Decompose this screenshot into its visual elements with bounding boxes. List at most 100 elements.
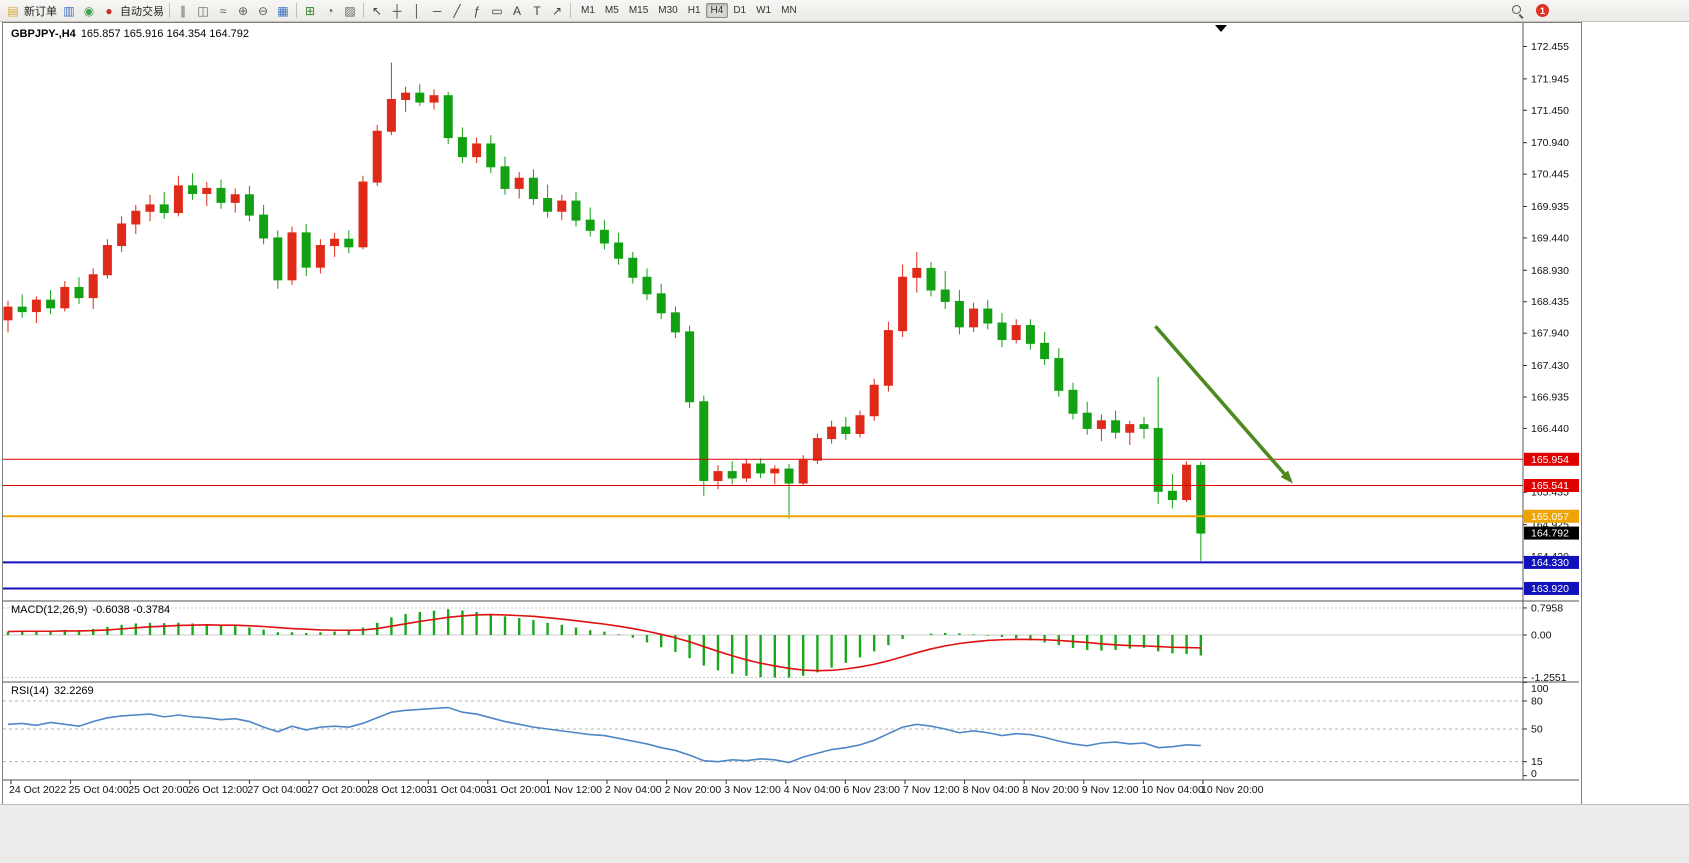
label-tool-icon: T [533,3,541,18]
svg-text:168.930: 168.930 [1531,265,1569,277]
tile-windows-icon: ▦ [277,3,289,18]
auto-trading-button[interactable]: ● 自动交易 [99,2,166,20]
cursor-tool-button[interactable]: ↖ [367,2,387,20]
indicator-level-lines [3,607,1523,763]
svg-text:169.440: 169.440 [1531,232,1569,244]
market-watch-icon: ▥ [63,3,75,18]
pane-separators [3,23,1579,781]
svg-text:25 Oct 20:00: 25 Oct 20:00 [128,784,188,796]
svg-text:0.7958: 0.7958 [1531,602,1563,614]
svg-text:163.920: 163.920 [1531,583,1569,595]
label-tool-button[interactable]: T [527,2,547,20]
chart-symbol-title: GBPJPY-,H4 165.857 165.916 164.354 164.79… [11,28,249,40]
new-chart-button[interactable]: ⊞ [300,2,320,20]
text-tool-button[interactable]: A [507,2,527,20]
ohlc-values: 165.857 165.916 164.354 164.792 [80,28,250,40]
horizontal-line-tool-icon: ─ [432,3,442,18]
svg-text:3 Nov 12:00: 3 Nov 12:00 [724,784,781,796]
horizontal-line-tool-button[interactable]: ─ [427,2,447,20]
new-order-button[interactable]: ▤ 新订单 [3,2,59,20]
svg-text:28 Oct 12:00: 28 Oct 12:00 [367,784,427,796]
vertical-line-tool-button[interactable]: │ [407,2,427,20]
timeframe-button-M30[interactable]: M30 [658,5,678,16]
window-background [0,804,1689,863]
zoom-in-button[interactable]: ⊕ [233,2,253,20]
notification-badge[interactable]: 1 [1536,4,1549,17]
bar-chart-button[interactable]: ∥ [173,2,193,20]
timeframe-toolbar: M1 M5 M15 M30 H1 H4 D1 W1 MN [576,3,802,18]
line-chart-icon: ≈ [219,3,227,18]
line-chart-button[interactable]: ≈ [213,2,233,20]
zoom-out-button[interactable]: ⊖ [253,2,273,20]
candle-chart-icon: ◫ [197,3,209,18]
toolbar-separator [363,3,364,18]
svg-text:167.940: 167.940 [1531,328,1569,340]
svg-text:8 Nov 04:00: 8 Nov 04:00 [963,784,1020,796]
trend-arrow[interactable] [1154,325,1293,484]
svg-text:31 Oct 04:00: 31 Oct 04:00 [426,784,486,796]
template-button[interactable]: ▨ [340,2,360,20]
text-tool-icon: A [512,3,521,18]
new-chart-icon: ⊞ [304,3,316,18]
svg-text:171.945: 171.945 [1531,73,1569,85]
candle-chart-button[interactable]: ◫ [193,2,213,20]
svg-text:169.935: 169.935 [1531,201,1569,213]
rsi-pane-title: RSI(14) 32.2269 [11,685,94,697]
auto-trading-icon: ● [105,3,113,18]
data-window-button[interactable]: ◉ [79,2,99,20]
vertical-line-tool-icon: │ [413,3,421,18]
chart-shift-marker-icon[interactable] [1215,25,1227,32]
rsi-indicator [7,706,1201,764]
data-window-icon: ◉ [83,3,95,18]
timeframe-button-W1[interactable]: W1 [756,5,772,16]
toolbar-separator [169,3,170,18]
price-axis[interactable]: 172.455 171.945 171.450 170.940 170.445 169.9… [1523,41,1579,780]
shapes-tool-button[interactable]: ▭ [487,2,507,20]
svg-text:9 Nov 12:00: 9 Nov 12:00 [1082,784,1139,796]
tile-windows-button[interactable]: ▦ [273,2,293,20]
chart-canvas[interactable]: 172.455 171.945 171.450 170.940 170.445 169.9… [3,23,1579,802]
chart-window-gbpjpy-h4[interactable]: 172.455 171.945 171.450 170.940 170.445 169.9… [2,22,1582,805]
period-clock-button[interactable]: ◔ [320,2,340,20]
market-watch-button[interactable]: ▥ [59,2,79,20]
svg-text:2 Nov 04:00: 2 Nov 04:00 [605,784,662,796]
timeframe-button-MN[interactable]: MN [781,5,797,16]
svg-text:7 Nov 12:00: 7 Nov 12:00 [903,784,960,796]
svg-text:0: 0 [1531,768,1537,780]
svg-text:166.935: 166.935 [1531,391,1569,403]
arrow-tool-icon: ↗ [551,3,563,18]
time-axis[interactable]: 24 Oct 2022 25 Oct 04:00 25 Oct 20:00 26 Oc… [9,780,1264,796]
timeframe-button-M5[interactable]: M5 [604,5,619,16]
template-icon: ▨ [344,3,356,18]
svg-text:168.435: 168.435 [1531,296,1569,308]
rsi-label: RSI(14) [11,685,49,697]
timeframe-button-M15[interactable]: M15 [628,5,649,16]
timeframe-button-M1[interactable]: M1 [581,5,595,16]
svg-text:164.330: 164.330 [1531,557,1569,569]
timeframe-button-D1[interactable]: D1 [733,5,747,16]
search-icon[interactable] [1512,5,1525,18]
svg-text:27 Oct 04:00: 27 Oct 04:00 [247,784,307,796]
macd-indicator [6,609,1203,678]
svg-text:0.00: 0.00 [1531,630,1552,642]
timeframe-button-H1[interactable]: H1 [687,5,701,16]
timeframe-button-H4[interactable]: H4 [705,3,729,18]
svg-text:1 Nov 12:00: 1 Nov 12:00 [545,784,602,796]
svg-text:80: 80 [1531,696,1543,708]
trendline-tool-button[interactable]: ╱ [447,2,467,20]
svg-text:165.057: 165.057 [1531,511,1569,523]
svg-text:-1.2551: -1.2551 [1531,672,1567,684]
svg-text:6 Nov 23:00: 6 Nov 23:00 [843,784,900,796]
svg-text:100: 100 [1531,683,1549,695]
svg-text:24 Oct 2022: 24 Oct 2022 [9,784,66,796]
toolbar-button-group: ▤ 新订单 ▥ ◉ ● 自动交易 ∥ ◫ ≈ ⊕ ⊖ ▦ ⊞ ◔ ▨ ↖ ┼ │ ─ ╱ ƒ ▭ A T ↗ [3,2,574,20]
arrow-tool-button[interactable]: ↗ [547,2,567,20]
trendline-tool-icon: ╱ [453,3,461,18]
crosshair-tool-button[interactable]: ┼ [387,2,407,20]
svg-text:31 Oct 20:00: 31 Oct 20:00 [486,784,546,796]
rsi-value: 32.2269 [53,685,94,697]
macd-pane-title: MACD(12,26,9) -0.6038 -0.3784 [11,604,170,616]
fibonacci-tool-button[interactable]: ƒ [467,2,487,20]
bar-chart-icon: ∥ [180,3,186,18]
